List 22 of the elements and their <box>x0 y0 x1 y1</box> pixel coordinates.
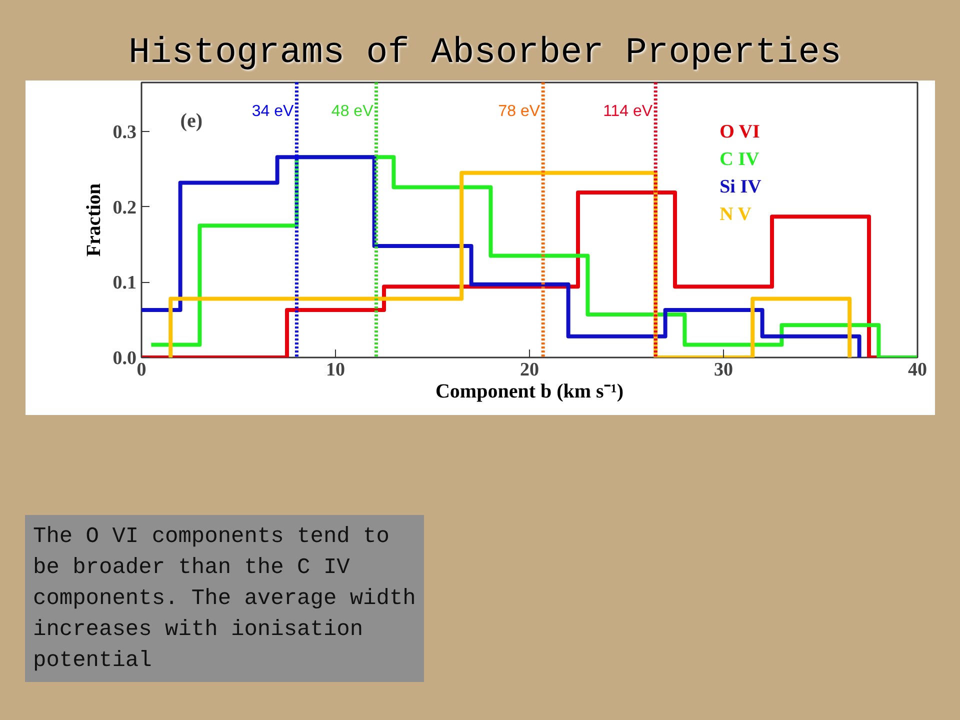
y-tick-label: 0.3 <box>112 122 136 143</box>
annotation: (e) <box>180 110 203 132</box>
x-axis-title: Component b (km s⁻¹) <box>435 380 624 402</box>
y-tick-label: 0.0 <box>112 348 136 369</box>
x-tick-label: 30 <box>714 360 733 380</box>
y-tick-label: 0.2 <box>112 197 136 218</box>
text: N V <box>720 204 752 225</box>
ref-line-label: 34 eV <box>252 102 294 120</box>
text: O VI <box>720 122 760 142</box>
x-tick-label: 20 <box>520 360 539 380</box>
chart-title: Histograms of Absorber Properties <box>128 31 842 75</box>
x-tick-label: 0 <box>136 360 146 380</box>
x-tick-label: 10 <box>326 360 345 380</box>
text: C IV <box>720 149 760 170</box>
x-tick-label: 40 <box>908 360 927 380</box>
text: Si IV <box>720 176 762 198</box>
text: The O VI components tend to be broader than the C IV components. The average width increases with ionisation potential <box>33 523 416 675</box>
y-tick-label: 0.1 <box>112 272 136 294</box>
y-axis-title: Fraction <box>82 183 105 257</box>
ref-line-label: 78 eV <box>498 102 540 120</box>
ref-line-label: 114 eV <box>603 102 653 120</box>
ref-line-label: 48 eV <box>331 102 374 120</box>
